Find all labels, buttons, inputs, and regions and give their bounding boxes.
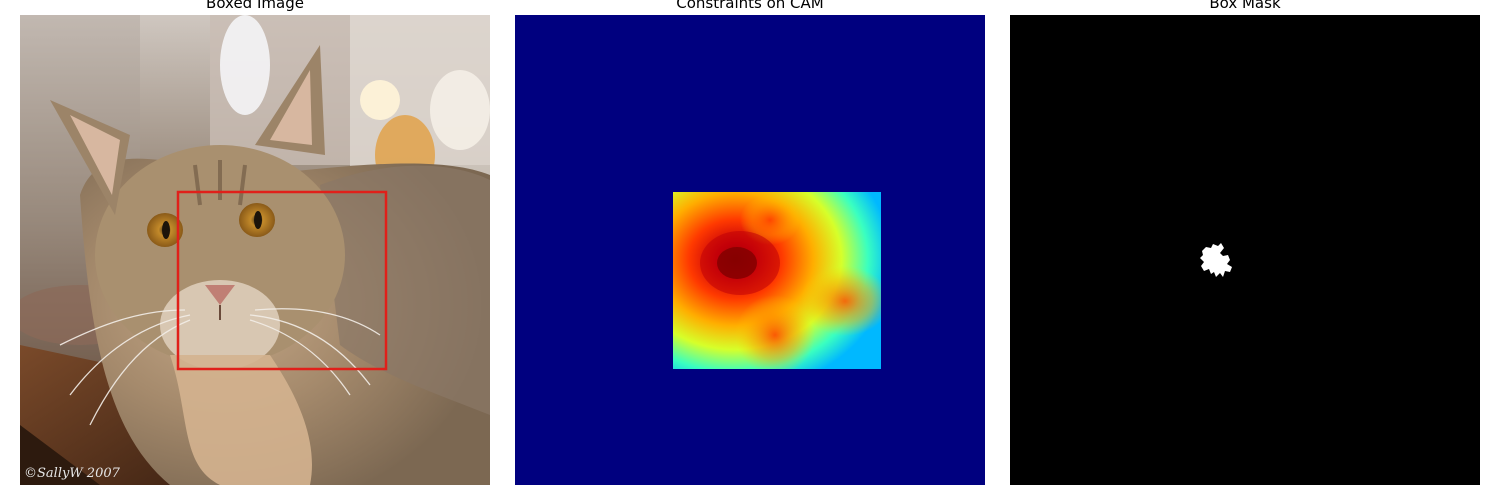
panel-title-box-mask: Box Mask — [1209, 0, 1281, 12]
cam-box-region — [673, 192, 881, 369]
cam-constraints-panel — [515, 15, 985, 485]
cat-photo-icon: ©SallyW 2007 — [20, 15, 490, 485]
mask-blob-icon — [1010, 15, 1480, 485]
watermark: ©SallyW 2007 — [24, 466, 121, 481]
panel-title-boxed-image: Boxed Image — [206, 0, 304, 12]
heatmap-icon — [515, 15, 985, 485]
mask-blob — [1200, 243, 1232, 277]
box-mask-panel — [1010, 15, 1480, 485]
mask-background — [1010, 15, 1480, 485]
boxed-image-panel: ©SallyW 2007 — [20, 15, 490, 485]
bounding-box — [176, 190, 388, 371]
panel-title-constraints-cam: Constraints on CAM — [676, 0, 824, 12]
